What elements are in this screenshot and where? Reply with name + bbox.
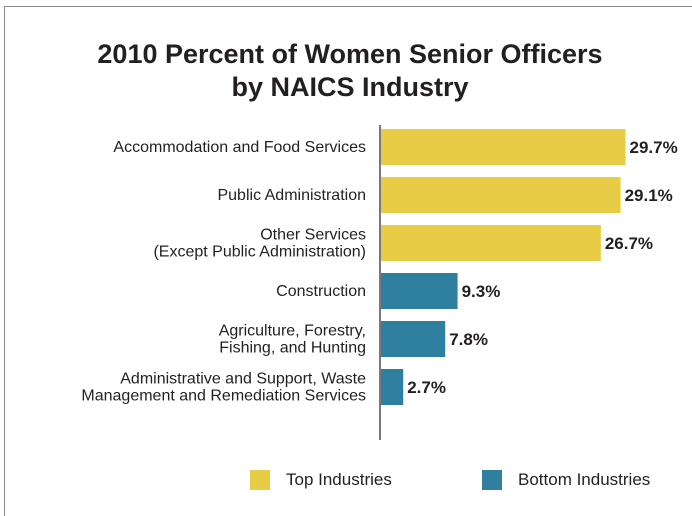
value-label: 7.8% bbox=[449, 330, 488, 349]
category-label: Construction bbox=[276, 283, 366, 300]
legend-label-bottom: Bottom Industries bbox=[518, 470, 651, 489]
chart-title-line-2: by NAICS Industry bbox=[231, 72, 469, 102]
bar bbox=[381, 273, 458, 309]
legend: Top Industries Bottom Industries bbox=[250, 470, 690, 500]
category-label-line: Management and Remediation Services bbox=[81, 388, 366, 405]
category-label-line: (Except Public Administration) bbox=[153, 244, 366, 261]
category-label: Other Services (Except Public Administrat… bbox=[153, 227, 366, 261]
legend-item-bottom: Bottom Industries bbox=[482, 470, 650, 490]
category-label: Administrative and Support, Waste Managem… bbox=[81, 371, 366, 405]
bar bbox=[381, 321, 446, 357]
bar bbox=[381, 369, 404, 405]
bar bbox=[381, 177, 621, 213]
value-label: 26.7% bbox=[605, 234, 653, 253]
category-label-line: Other Services bbox=[260, 227, 366, 244]
value-label: 9.3% bbox=[462, 282, 501, 301]
category-label-line: Agriculture, Forestry, bbox=[219, 323, 366, 340]
bar bbox=[381, 225, 601, 261]
value-label: 29.1% bbox=[625, 186, 673, 205]
legend-swatch-top bbox=[250, 470, 270, 490]
chart-frame bbox=[4, 6, 692, 516]
chart-title-line-1: 2010 Percent of Women Senior Officers bbox=[97, 39, 603, 69]
value-label: 29.7% bbox=[630, 138, 678, 157]
bar bbox=[381, 129, 626, 165]
category-label-line: Public Administration bbox=[217, 187, 366, 204]
legend-label-top: Top Industries bbox=[286, 470, 392, 489]
legend-swatch-bottom bbox=[482, 470, 502, 490]
chart-title: 2010 Percent of Women Senior Officers by… bbox=[40, 38, 660, 104]
legend-item-top: Top Industries bbox=[250, 470, 392, 490]
category-label: Accommodation and Food Services bbox=[113, 139, 366, 156]
category-label-line: Administrative and Support, Waste bbox=[120, 371, 366, 388]
category-label-line: Accommodation and Food Services bbox=[113, 139, 366, 156]
category-label-line: Construction bbox=[276, 283, 366, 300]
value-label: 2.7% bbox=[407, 378, 446, 397]
category-label-line: Fishing, and Hunting bbox=[219, 340, 366, 357]
category-label: Agriculture, Forestry, Fishing, and Hunti… bbox=[219, 323, 366, 357]
category-label: Public Administration bbox=[217, 187, 366, 204]
bar-chart: 29.7% Accommodation and Food Services 29.1… bbox=[81, 125, 678, 440]
